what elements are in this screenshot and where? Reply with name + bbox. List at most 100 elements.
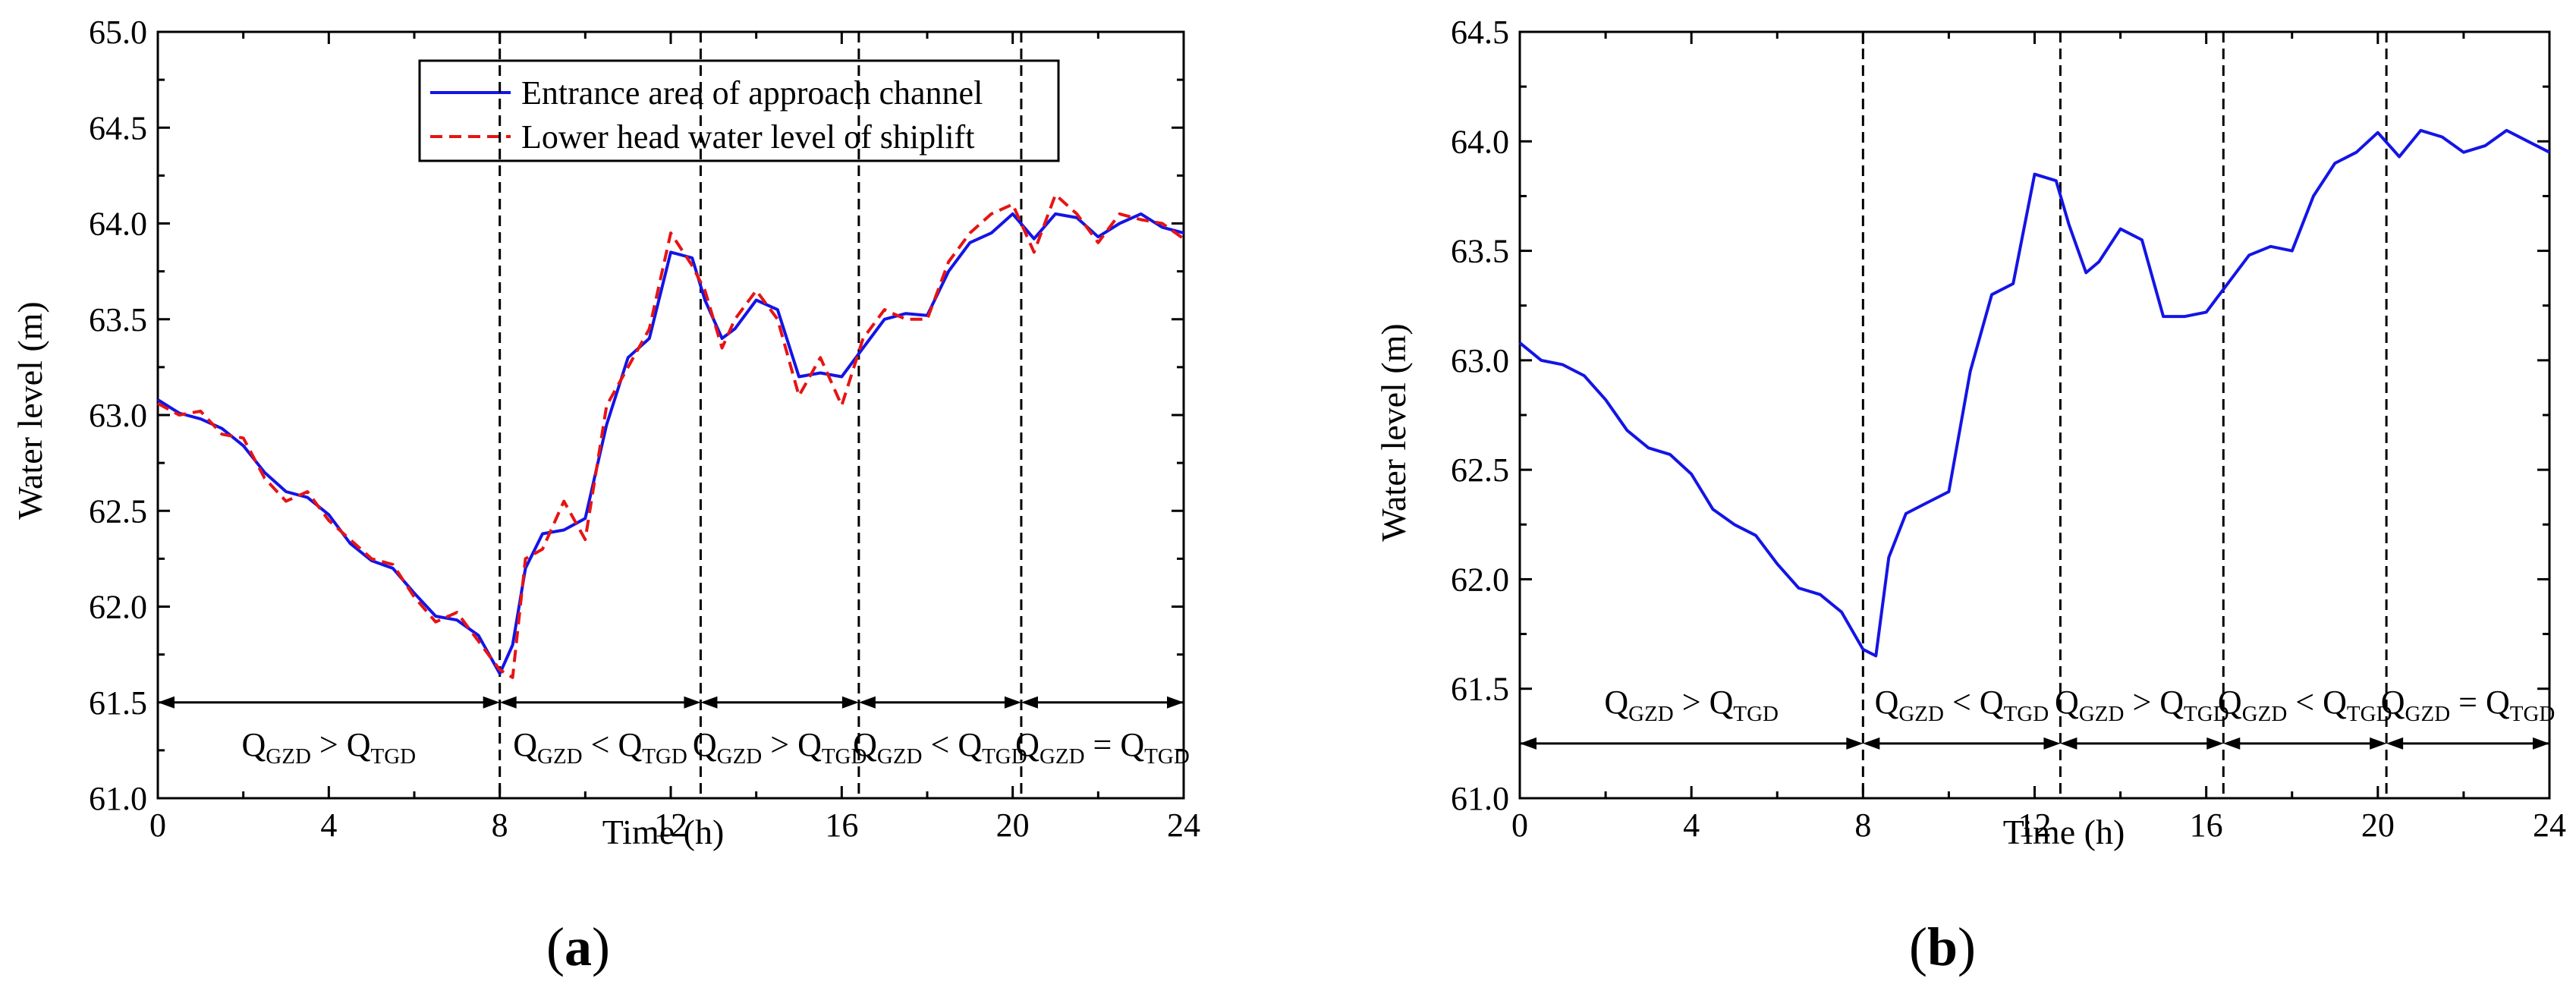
flow-symbol: Q <box>2159 684 2184 721</box>
panel-label-close-paren: ) <box>1958 917 1976 977</box>
comparison-operator: > <box>2124 684 2159 721</box>
flow-symbol: Q <box>693 726 717 763</box>
flow-subscript: TGD <box>371 744 417 769</box>
flow-symbol: Q <box>1604 684 1628 721</box>
comparison-operator: = <box>2450 684 2486 721</box>
x-tick-label: 12 <box>2018 807 2052 844</box>
y-tick-label: 61.5 <box>1451 671 1509 708</box>
comparison-operator: < <box>922 726 958 763</box>
x-tick-label: 24 <box>1167 807 1200 844</box>
y-tick-label: 61.0 <box>89 780 147 817</box>
y-tick-label: 62.5 <box>89 492 147 530</box>
comparison-operator: > <box>762 726 797 763</box>
flow-symbol: Q <box>1980 684 2004 721</box>
x-axis-title: Time (h) <box>602 813 725 851</box>
flow-subscript: GZD <box>266 744 311 769</box>
panel-label-letter: a <box>565 917 592 977</box>
flow-symbol: Q <box>2323 684 2347 721</box>
flow-symbol: Q <box>242 726 266 763</box>
legend-box <box>418 59 1060 162</box>
flow-subscript: TGD <box>2347 702 2392 726</box>
flow-symbol: Q <box>2381 684 2405 721</box>
x-tick-label: 16 <box>2190 807 2223 844</box>
region-arrow-head-right <box>841 696 859 709</box>
series-line-shiplift <box>157 193 1185 679</box>
flow-subscript: GZD <box>877 744 923 769</box>
region-label: QGZD < QTGD <box>853 726 1027 769</box>
chart-panel-b: Water level (m) Time (h) (b) 0 4 8 12 16 20 24… <box>1374 14 2566 977</box>
flow-subscript: TGD <box>822 744 867 769</box>
region-arrow-head-right <box>483 696 500 709</box>
flow-subscript: TGD <box>2510 702 2556 726</box>
y-tick-label: 64.5 <box>1451 14 1509 51</box>
region-label: QGZD = QTGD <box>2381 684 2556 726</box>
legend-entry: Lower head water level of shiplift <box>521 118 974 156</box>
flow-subscript: GZD <box>1898 702 1944 726</box>
flow-subscript: GZD <box>537 744 583 769</box>
region-label: QGZD < QTGD <box>2218 684 2392 726</box>
x-tick-label: 0 <box>149 807 166 844</box>
flow-subscript: TGD <box>2004 702 2049 726</box>
flow-symbol: Q <box>1709 684 1734 721</box>
y-axis-title: Water level (m) <box>11 301 49 519</box>
region-arrow-head-right <box>1167 696 1184 709</box>
region-label: QGZD = QTGD <box>1015 726 1190 769</box>
comparison-operator: > <box>1674 684 1709 721</box>
flow-subscript: TGD <box>1733 702 1779 726</box>
x-tick-label: 16 <box>825 807 858 844</box>
flow-symbol: Q <box>853 726 877 763</box>
chart-panel-a: Water level (m) Time (h) Entrance area o… <box>11 14 1200 977</box>
region-arrow-head-left <box>2223 737 2241 750</box>
flow-symbol: Q <box>2055 684 2079 721</box>
y-axis-title: Water level (m) <box>1374 323 1413 541</box>
flow-symbol: Q <box>958 726 982 763</box>
region-label: QGZD > QTGD <box>1604 684 1779 726</box>
region-arrow-head-right <box>2370 737 2387 750</box>
flow-subscript: GZD <box>2242 702 2288 726</box>
x-tick-label: 0 <box>1511 807 1528 844</box>
y-tick-label: 61.5 <box>89 684 147 722</box>
comparison-operator: < <box>583 726 618 763</box>
region-arrow-head-left <box>158 696 175 709</box>
flow-subscript: GZD <box>2079 702 2125 726</box>
region-arrow-head-right <box>1846 737 1864 750</box>
flow-subscript: TGD <box>982 744 1027 769</box>
comparison-operator: > <box>311 726 347 763</box>
series-line-entrance <box>1518 128 2550 658</box>
y-tick-label: 61.0 <box>1451 780 1509 817</box>
region-arrow-head-left <box>858 696 876 709</box>
y-tick-label: 64.5 <box>89 109 147 146</box>
flow-symbol: Q <box>2486 684 2510 721</box>
flow-symbol: Q <box>1875 684 1899 721</box>
flow-symbol: Q <box>2218 684 2242 721</box>
region-arrow-head-left <box>2060 737 2077 750</box>
x-axis-title: Time (h) <box>2003 813 2125 851</box>
series-line-entrance <box>156 212 1184 675</box>
y-tick-label: 63.5 <box>1451 233 1509 270</box>
x-tick-label: 8 <box>1854 807 1871 844</box>
x-tick-label: 20 <box>2361 807 2395 844</box>
region-arrow-head-left <box>700 696 718 709</box>
region-label: QGZD < QTGD <box>513 726 687 769</box>
region-arrow-head-right <box>1004 696 1021 709</box>
panel-label-close-paren: ) <box>592 917 610 977</box>
comparison-operator: = <box>1085 726 1121 763</box>
flow-symbol: Q <box>797 726 822 763</box>
panel-label-letter: b <box>1927 917 1958 977</box>
y-tick-label: 65.0 <box>89 14 147 51</box>
y-tick-label: 63.5 <box>89 301 147 338</box>
panel-label: (a) <box>546 917 610 977</box>
region-label: QGZD > QTGD <box>242 726 417 769</box>
region-label: QGZD > QTGD <box>2055 684 2229 726</box>
flow-symbol: Q <box>618 726 642 763</box>
region-label: QGZD < QTGD <box>1875 684 2049 726</box>
flow-subscript: GZD <box>717 744 763 769</box>
region-label: QGZD > QTGD <box>693 726 867 769</box>
region-arrow-head-right <box>684 696 701 709</box>
x-tick-label: 12 <box>654 807 687 844</box>
flow-subscript: GZD <box>2405 702 2451 726</box>
region-arrow-head-left <box>499 696 517 709</box>
region-arrow-head-right <box>2043 737 2061 750</box>
comparison-operator: < <box>1944 684 1980 721</box>
